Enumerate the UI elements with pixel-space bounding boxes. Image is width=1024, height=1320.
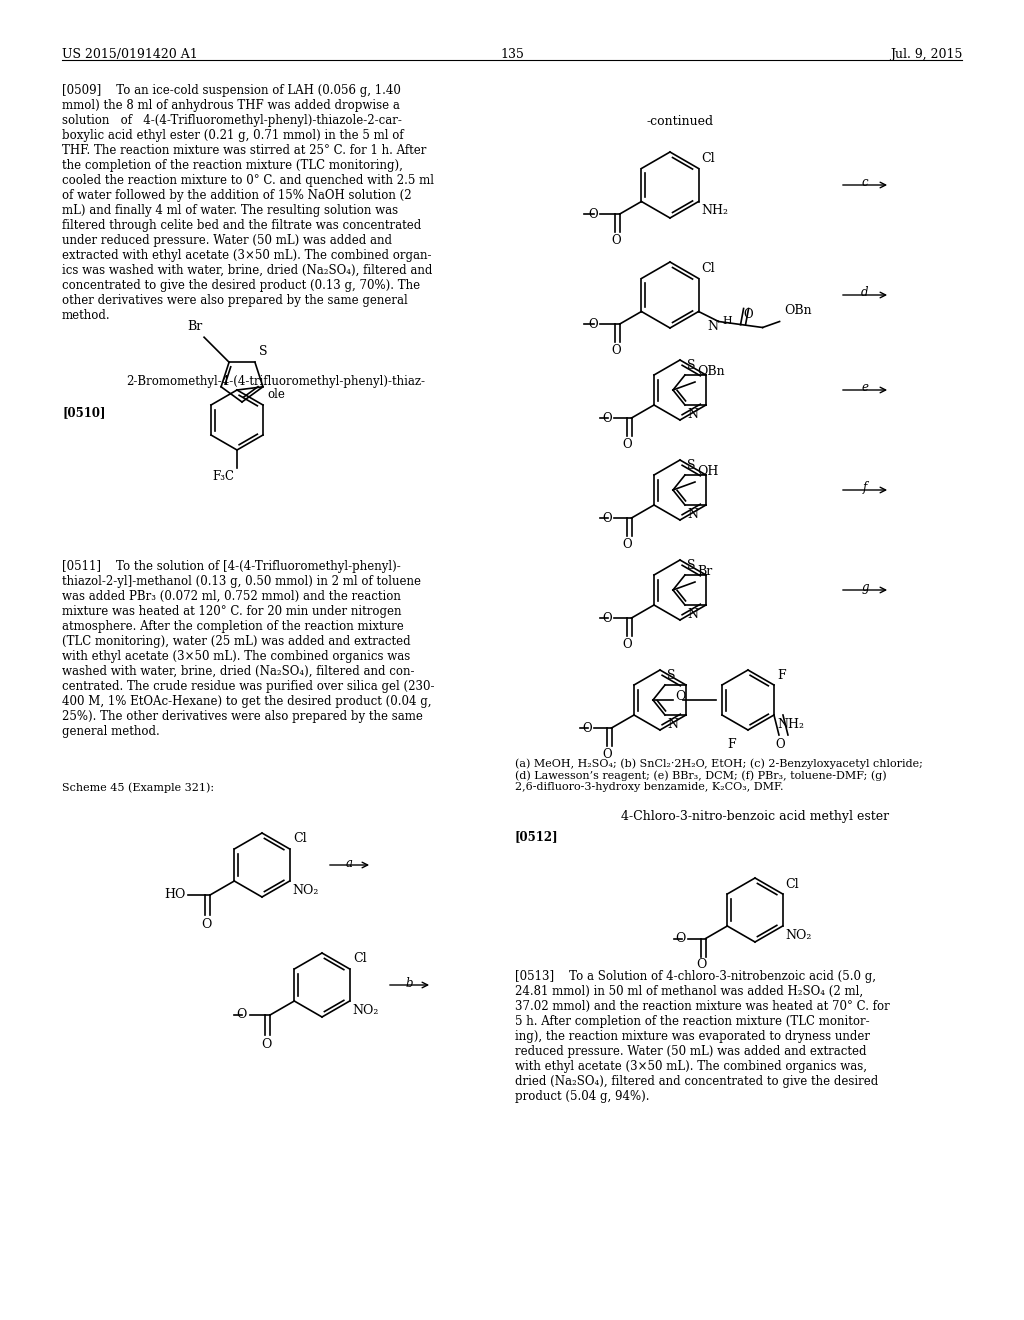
Text: O: O (623, 638, 632, 651)
Text: -continued: -continued (646, 115, 714, 128)
Text: O: O (602, 511, 611, 524)
Text: O: O (743, 309, 754, 322)
Text: [0510]: [0510] (62, 407, 105, 418)
Text: 2-Bromomethyl-4-(4-trifluoromethyl-phenyl)-thiaz-: 2-Bromomethyl-4-(4-trifluoromethyl-pheny… (127, 375, 426, 388)
Text: O: O (201, 917, 211, 931)
Text: 4-Chloro-3-nitro-benzoic acid methyl ester: 4-Chloro-3-nitro-benzoic acid methyl est… (621, 810, 889, 822)
Text: ole: ole (267, 388, 285, 401)
Text: [0513]    To a Solution of 4-chloro-3-nitrobenzoic acid (5.0 g,
24.81 mmol) in 5: [0513] To a Solution of 4-chloro-3-nitro… (515, 970, 890, 1104)
Text: S: S (687, 459, 695, 473)
Text: O: O (588, 318, 598, 330)
Text: O: O (675, 690, 685, 704)
Text: NO₂: NO₂ (785, 929, 812, 942)
Text: F: F (777, 669, 785, 682)
Text: OH: OH (697, 465, 719, 478)
Text: O: O (602, 412, 611, 425)
Text: O: O (261, 1038, 271, 1051)
Text: [0511]    To the solution of [4-(4-Trifluoromethyl-phenyl)-
thiazol-2-yl]-methan: [0511] To the solution of [4-(4-Trifluor… (62, 560, 434, 738)
Text: O: O (237, 1008, 247, 1022)
Text: OBn: OBn (697, 366, 725, 378)
Text: [0512]: [0512] (515, 830, 559, 843)
Text: Br: Br (697, 565, 713, 578)
Text: NO₂: NO₂ (293, 884, 319, 898)
Text: O: O (675, 932, 686, 945)
Text: OBn: OBn (784, 305, 812, 318)
Text: US 2015/0191420 A1: US 2015/0191420 A1 (62, 48, 198, 61)
Text: Jul. 9, 2015: Jul. 9, 2015 (890, 48, 962, 61)
Text: g: g (861, 581, 868, 594)
Text: d: d (861, 286, 868, 300)
Text: N: N (687, 508, 698, 521)
Text: O: O (602, 611, 611, 624)
Text: HO: HO (165, 888, 186, 902)
Text: O: O (775, 738, 784, 751)
Text: f: f (863, 480, 867, 494)
Text: NO₂: NO₂ (352, 1005, 379, 1016)
Text: N: N (687, 408, 698, 421)
Text: N: N (687, 609, 698, 620)
Text: O: O (623, 438, 632, 451)
Text: b: b (406, 977, 413, 990)
Text: S: S (687, 558, 695, 572)
Text: a: a (345, 857, 352, 870)
Text: O: O (582, 722, 592, 734)
Text: NH₂: NH₂ (701, 205, 729, 218)
Text: 135: 135 (500, 48, 524, 61)
Text: Cl: Cl (701, 263, 715, 276)
Text: O: O (623, 539, 632, 550)
Text: O: O (603, 748, 612, 762)
Text: F: F (727, 738, 736, 751)
Text: (a) MeOH, H₂SO₄; (b) SnCl₂·2H₂O, EtOH; (c) 2-Benzyloxyacetyl chloride;
(d) Lawes: (a) MeOH, H₂SO₄; (b) SnCl₂·2H₂O, EtOH; (… (515, 758, 923, 792)
Text: F₃C: F₃C (212, 470, 234, 483)
Text: Cl: Cl (353, 952, 368, 965)
Text: S: S (687, 359, 695, 372)
Text: O: O (611, 345, 621, 356)
Text: Scheme 45 (Example 321):: Scheme 45 (Example 321): (62, 781, 214, 792)
Text: Br: Br (186, 321, 202, 333)
Text: NH₂: NH₂ (777, 718, 804, 731)
Text: N: N (667, 718, 678, 731)
Text: Cl: Cl (701, 153, 715, 165)
Text: N: N (708, 319, 718, 333)
Text: Cl: Cl (785, 878, 800, 891)
Text: H: H (723, 315, 732, 326)
Text: Cl: Cl (294, 832, 307, 845)
Text: O: O (588, 207, 598, 220)
Text: S: S (259, 346, 267, 358)
Text: O: O (611, 234, 621, 247)
Text: [0509]    To an ice-cold suspension of LAH (0.056 g, 1.40
mmol) the 8 ml of anhy: [0509] To an ice-cold suspension of LAH … (62, 84, 434, 322)
Text: S: S (667, 669, 676, 682)
Text: O: O (696, 958, 707, 972)
Text: c: c (861, 176, 868, 189)
Text: e: e (861, 381, 868, 393)
